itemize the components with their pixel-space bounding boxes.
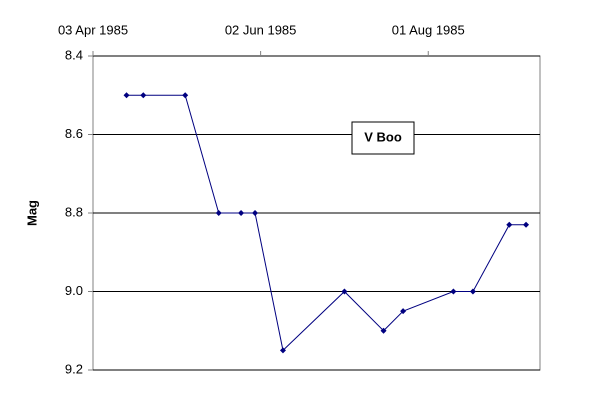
x-tick-label: 01 Aug 1985 [392, 22, 465, 37]
point [469, 288, 476, 295]
x-tick-label: 03 Apr 1985 [58, 22, 128, 37]
point [182, 92, 189, 99]
x-tick-label: 02 Jun 1985 [225, 22, 297, 37]
point [252, 210, 259, 216]
point [140, 92, 147, 99]
point [123, 92, 130, 99]
y-tick-label: 8.4 [65, 47, 83, 62]
y-tick-label: 8.6 [65, 126, 83, 141]
point [238, 210, 245, 216]
point [215, 210, 222, 216]
annotation-box [351, 121, 415, 155]
point [279, 347, 286, 354]
series-line [126, 94, 527, 352]
y-axis-label: Mag [24, 200, 39, 226]
y-tick-label: 8.8 [65, 204, 83, 219]
point [450, 288, 457, 295]
y-tick-label: 9.0 [65, 283, 83, 298]
y-tick-label: 9.2 [65, 361, 83, 376]
point [380, 327, 387, 334]
point [341, 288, 348, 295]
point [400, 308, 407, 315]
annotation: V Boo [364, 129, 402, 144]
point [506, 221, 513, 228]
point [523, 221, 530, 228]
